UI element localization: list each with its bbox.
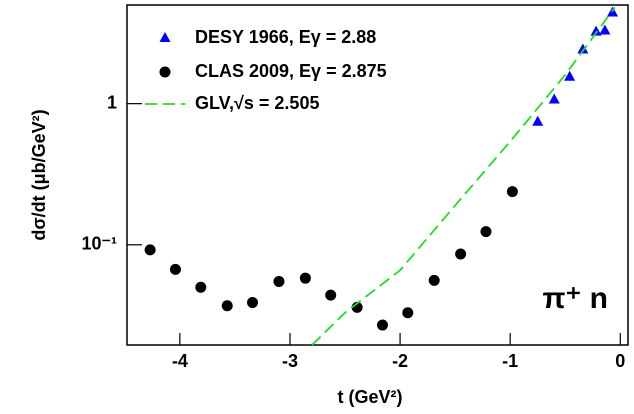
legend-label: CLAS 2009, Eγ = 2.875	[195, 61, 387, 81]
data-point	[402, 307, 414, 319]
legend-swatch	[159, 32, 171, 42]
y-tick-label: 10⁻¹	[81, 234, 117, 254]
data-point	[144, 244, 156, 256]
legend-swatch	[159, 66, 171, 78]
x-tick-label: -1	[502, 351, 518, 371]
data-point	[455, 248, 467, 260]
data-point	[564, 70, 576, 81]
x-tick-label: 0	[615, 351, 625, 371]
data-point	[428, 274, 440, 286]
data-point	[506, 186, 518, 198]
data-point	[548, 93, 560, 104]
data-point	[247, 297, 259, 309]
data-point	[577, 43, 589, 54]
x-tick-label: -2	[392, 351, 408, 371]
x-axis-label: t (GeV²)	[338, 387, 403, 407]
data-point	[299, 272, 311, 284]
legend-label: GLV,√s = 2.505	[195, 93, 319, 113]
data-point	[195, 281, 207, 293]
data-point	[273, 275, 285, 287]
data-point	[376, 319, 388, 331]
plot-frame	[126, 4, 629, 346]
y-axis-label: dσ/dt (μb/GeV²)	[29, 109, 49, 240]
data-point	[590, 25, 602, 36]
legend-label: DESY 1966, Eγ = 2.88	[195, 27, 376, 47]
data-point	[169, 263, 181, 275]
annotation: π⁺ n	[543, 282, 608, 315]
x-tick-label: -4	[172, 351, 188, 371]
data-point	[221, 300, 233, 312]
data-point	[599, 24, 611, 35]
data-point	[480, 226, 492, 238]
y-tick-label: 1	[107, 92, 117, 112]
data-point	[325, 289, 337, 301]
model-curve	[311, 6, 616, 346]
x-tick-label: -3	[282, 351, 298, 371]
data-point	[532, 115, 544, 126]
